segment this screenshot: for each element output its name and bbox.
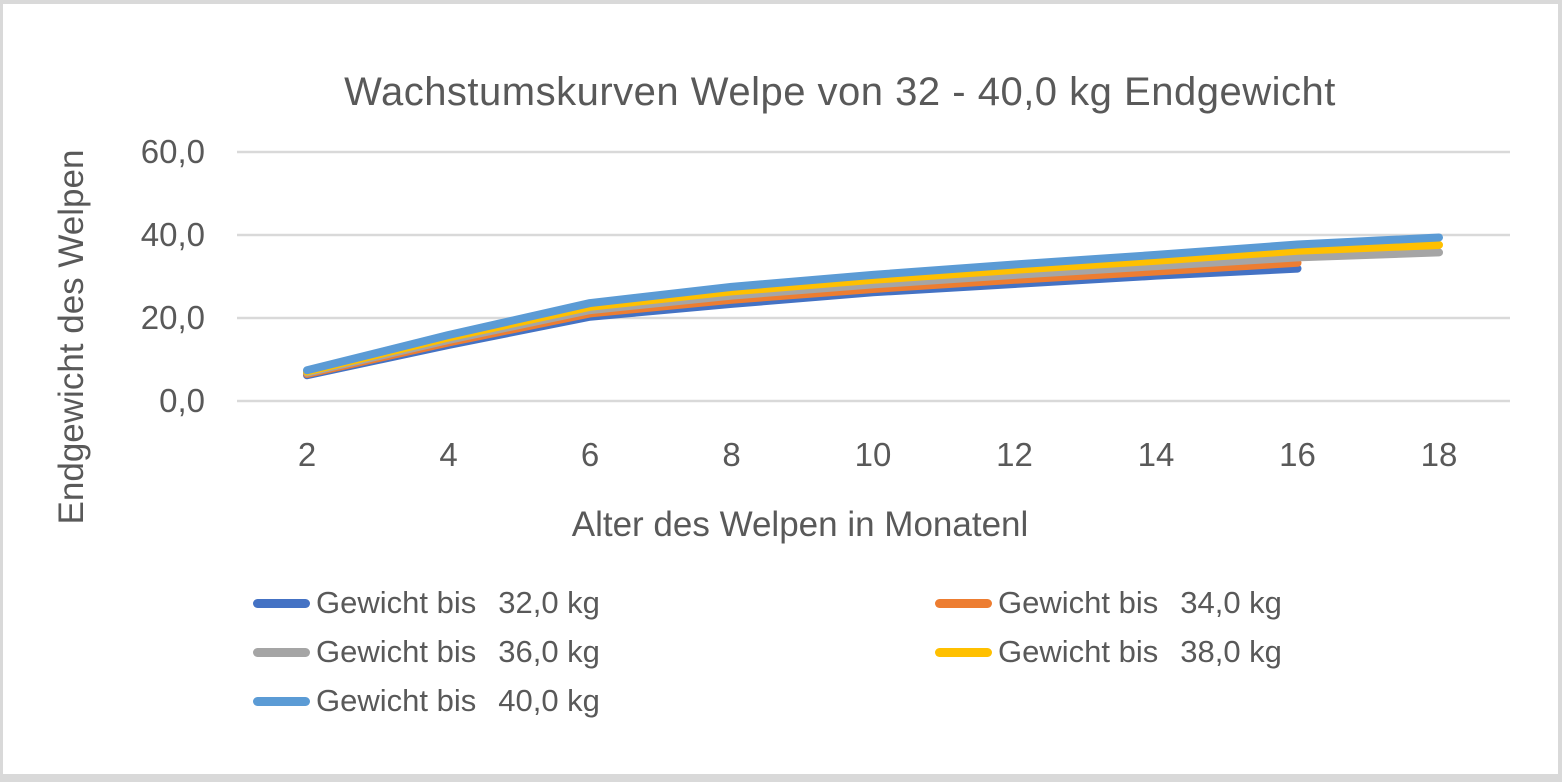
legend-line-swatch bbox=[935, 647, 992, 657]
x-tick-label: 2 bbox=[297, 436, 317, 473]
y-tick-label: 0,0 bbox=[159, 382, 205, 419]
series-line bbox=[303, 233, 1443, 375]
legend-label: Gewicht bis bbox=[316, 634, 477, 669]
x-tick-label: 10 bbox=[854, 436, 892, 473]
legend-label: Gewicht bis bbox=[998, 585, 1159, 620]
legend-label: Gewicht bis bbox=[316, 585, 477, 620]
legend-value: 32,0 kg bbox=[498, 585, 600, 620]
y-tick-label: 40,0 bbox=[140, 216, 205, 253]
legend-value: 34,0 kg bbox=[1180, 585, 1282, 620]
legend-value: 36,0 kg bbox=[498, 634, 600, 669]
legend-line-swatch bbox=[253, 696, 310, 706]
legend-line-swatch bbox=[253, 598, 310, 608]
x-tick-label: 16 bbox=[1279, 436, 1316, 473]
x-tick-label: 4 bbox=[439, 436, 458, 473]
legend-label: Gewicht bis bbox=[998, 634, 1159, 669]
x-tick-label: 8 bbox=[722, 436, 741, 473]
legend-label: Gewicht bis bbox=[316, 683, 477, 718]
legend-item: Gewicht bis 34,0 kg bbox=[935, 585, 1413, 620]
legend-value: 40,0 kg bbox=[498, 683, 600, 718]
y-tick-label: 20,0 bbox=[140, 299, 205, 336]
legend-item: Gewicht bis 40,0 kg bbox=[253, 683, 935, 718]
y-tick-label: 60,0 bbox=[140, 133, 205, 170]
x-tick-label: 12 bbox=[996, 436, 1033, 473]
legend-item: Gewicht bis 32,0 kg bbox=[253, 585, 935, 620]
legend-line-swatch bbox=[935, 598, 992, 608]
legend-item: Gewicht bis 36,0 kg bbox=[253, 634, 935, 669]
legend-line-swatch bbox=[253, 647, 310, 657]
legend: Gewicht bis 32,0 kg Gewicht bis 34,0 kg Gewi… bbox=[253, 585, 1413, 718]
legend-item: Gewicht bis 38,0 kg bbox=[935, 634, 1413, 669]
x-axis-title: Alter des Welpen in Monatenl bbox=[571, 505, 1029, 544]
x-tick-label: 18 bbox=[1420, 436, 1458, 473]
x-tick-label: 14 bbox=[1137, 436, 1175, 473]
x-tick-label: 6 bbox=[580, 436, 600, 473]
legend-value: 38,0 kg bbox=[1180, 634, 1282, 669]
chart-title: Wachstumskurven Welpe von 32 - 40,0 kg E… bbox=[344, 70, 1336, 114]
